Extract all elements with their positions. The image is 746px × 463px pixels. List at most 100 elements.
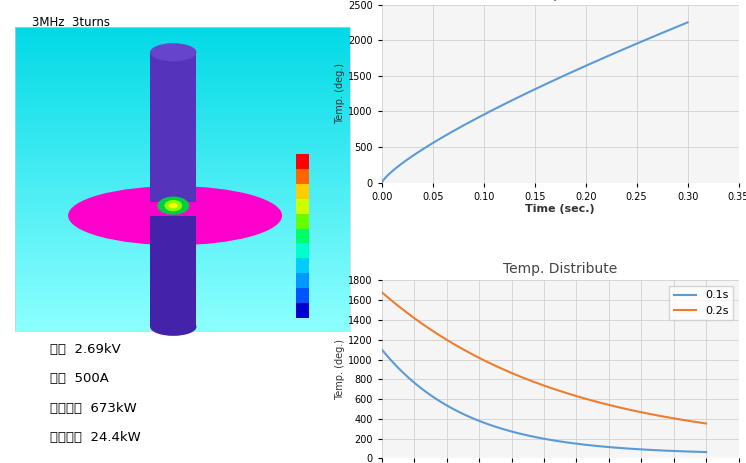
Bar xyxy=(15,316,350,321)
Text: 皮相電力  673kW: 皮相電力 673kW xyxy=(50,401,137,415)
Bar xyxy=(150,216,196,327)
Bar xyxy=(15,255,350,260)
Bar xyxy=(15,215,350,220)
Bar xyxy=(15,139,350,144)
Bar xyxy=(15,230,350,235)
Bar xyxy=(15,235,350,240)
Bar xyxy=(15,194,350,200)
0.2s xyxy=(390,300,399,306)
Bar xyxy=(15,250,350,255)
Y-axis label: Temp. (deg.): Temp. (deg.) xyxy=(336,63,345,124)
Bar xyxy=(15,113,350,119)
Bar xyxy=(15,134,350,139)
Bar xyxy=(15,321,350,326)
Bar xyxy=(15,286,350,291)
Text: 有効電力  24.4kW: 有効電力 24.4kW xyxy=(50,431,141,444)
Bar xyxy=(15,98,350,103)
Bar xyxy=(15,200,350,205)
Bar xyxy=(15,301,350,306)
Bar xyxy=(15,53,350,58)
Bar xyxy=(15,83,350,88)
Bar xyxy=(15,164,350,169)
Bar xyxy=(15,225,350,230)
Ellipse shape xyxy=(150,318,196,336)
Bar xyxy=(15,68,350,73)
Bar xyxy=(15,48,350,53)
Ellipse shape xyxy=(164,200,182,211)
Bar xyxy=(15,38,350,43)
0.1s xyxy=(397,368,406,374)
Bar xyxy=(296,169,309,184)
0.1s xyxy=(377,347,386,352)
Y-axis label: Temp. (deg.): Temp. (deg.) xyxy=(336,339,345,400)
Bar xyxy=(296,214,309,229)
Legend: 0.1s, 0.2s: 0.1s, 0.2s xyxy=(669,286,733,320)
Bar xyxy=(296,244,309,258)
Ellipse shape xyxy=(150,43,196,61)
Bar xyxy=(15,88,350,93)
Bar xyxy=(296,273,309,288)
0.1s xyxy=(464,413,473,419)
Bar xyxy=(15,184,350,189)
Bar xyxy=(15,296,350,301)
Bar xyxy=(15,245,350,250)
Bar xyxy=(15,159,350,164)
Ellipse shape xyxy=(157,197,189,215)
Bar xyxy=(15,119,350,124)
Bar xyxy=(15,179,350,184)
0.1s xyxy=(438,400,447,406)
Bar xyxy=(15,58,350,63)
Bar xyxy=(15,210,350,215)
Bar xyxy=(15,270,350,275)
Bar xyxy=(296,229,309,244)
Bar xyxy=(150,52,196,202)
0.2s xyxy=(377,289,386,295)
Bar xyxy=(296,288,309,303)
Bar xyxy=(15,27,350,32)
0.2s xyxy=(438,334,447,340)
Bar xyxy=(15,240,350,245)
Bar xyxy=(15,205,350,210)
Bar xyxy=(15,306,350,311)
0.1s xyxy=(686,449,695,454)
Bar xyxy=(15,169,350,174)
Bar xyxy=(15,108,350,113)
0.2s xyxy=(674,416,683,422)
Title: Temp. Distribute: Temp. Distribute xyxy=(503,263,618,276)
Bar xyxy=(15,27,350,332)
Bar xyxy=(15,260,350,265)
Bar xyxy=(296,184,309,199)
Bar xyxy=(15,63,350,68)
Bar xyxy=(15,174,350,179)
Bar xyxy=(15,144,350,149)
0.2s xyxy=(702,421,711,426)
Bar xyxy=(296,258,309,273)
Bar xyxy=(296,303,309,318)
Bar xyxy=(15,275,350,281)
Bar xyxy=(15,78,350,83)
Bar xyxy=(15,220,350,225)
Bar xyxy=(15,311,350,316)
Bar xyxy=(296,199,309,214)
Bar xyxy=(15,103,350,108)
Bar xyxy=(15,32,350,38)
Bar xyxy=(296,154,309,169)
Bar xyxy=(15,93,350,98)
Ellipse shape xyxy=(169,203,178,208)
Line: 0.1s: 0.1s xyxy=(382,350,706,452)
0.2s xyxy=(397,306,406,311)
Text: 3MHz  3turns: 3MHz 3turns xyxy=(32,16,110,29)
Bar xyxy=(15,43,350,48)
Text: 電圧  2.69kV: 電圧 2.69kV xyxy=(50,343,121,356)
Bar xyxy=(15,129,350,134)
0.1s xyxy=(702,449,711,455)
Bar xyxy=(15,189,350,194)
0.2s xyxy=(686,418,695,424)
X-axis label: Time (sec.): Time (sec.) xyxy=(525,204,595,214)
Text: 電流  500A: 電流 500A xyxy=(50,372,109,385)
Bar xyxy=(15,124,350,129)
Bar xyxy=(15,154,350,159)
Ellipse shape xyxy=(68,186,282,245)
Bar xyxy=(15,73,350,78)
Bar xyxy=(15,281,350,286)
